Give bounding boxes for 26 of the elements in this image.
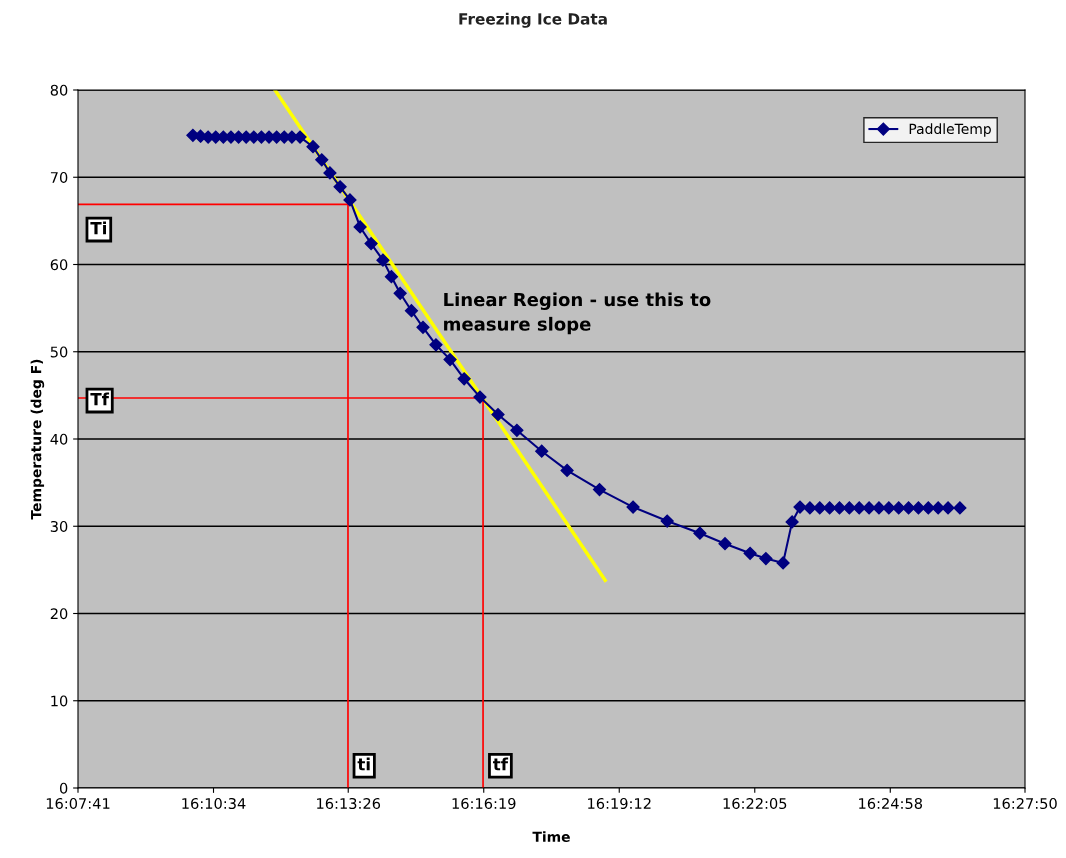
x-axis-title: Time xyxy=(532,831,570,843)
y-tick-label: 40 xyxy=(50,433,68,445)
x-tick-label: 16:22:05 xyxy=(723,797,787,810)
x-tick-label: 16:10:34 xyxy=(182,797,246,810)
y-axis-title: Temperature (deg F) xyxy=(30,359,45,520)
y-tick-label: 20 xyxy=(50,608,68,620)
legend-label: PaddleTemp xyxy=(909,123,991,137)
y-tick-label: 0 xyxy=(59,782,68,794)
annotation: ti xyxy=(357,757,370,771)
annotation: Tf xyxy=(90,392,110,406)
chart-title: Freezing Ice Data xyxy=(459,12,607,28)
annotation: Linear Region - use this to measure slope xyxy=(444,292,711,335)
y-tick-label: 30 xyxy=(50,520,68,532)
y-tick-label: 50 xyxy=(50,346,68,358)
x-tick-label: 16:19:12 xyxy=(588,797,651,810)
x-tick-label: 16:16:19 xyxy=(452,797,516,810)
annotation: tf xyxy=(493,757,509,771)
annotation: Ti xyxy=(90,221,106,235)
y-tick-label: 70 xyxy=(50,171,68,183)
x-tick-label: 16:13:26 xyxy=(317,797,381,810)
y-tick-label: 60 xyxy=(50,259,68,271)
y-tick-label: 10 xyxy=(51,695,68,707)
x-tick-label: 16:27:50 xyxy=(993,797,1057,810)
x-tick-label: 16:24:58 xyxy=(859,797,923,810)
x-tick-label: 16:07:41 xyxy=(46,797,110,810)
y-tick-label: 80 xyxy=(50,84,68,96)
